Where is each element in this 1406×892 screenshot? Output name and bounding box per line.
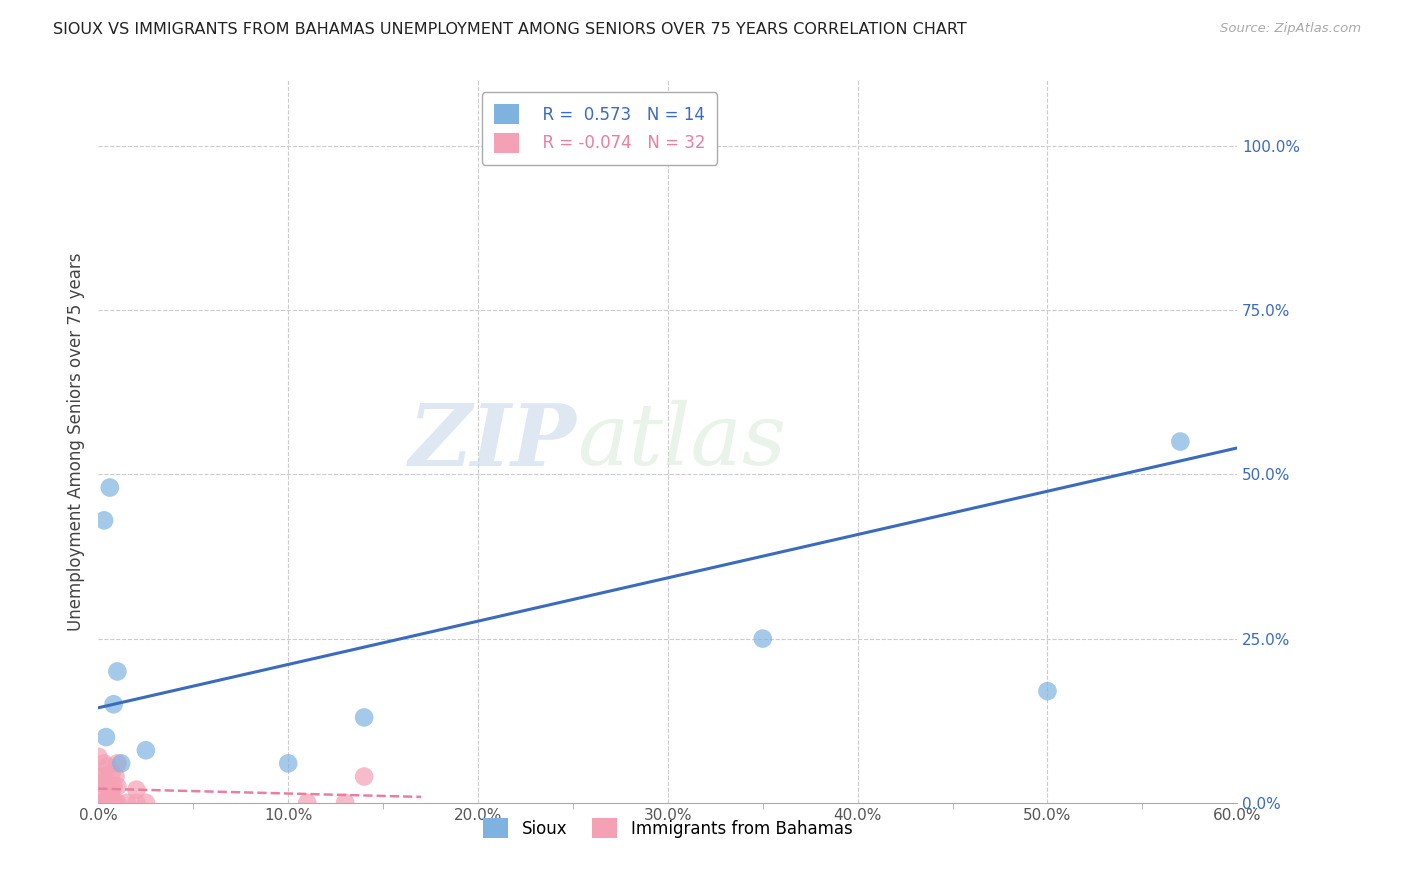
- Text: Source: ZipAtlas.com: Source: ZipAtlas.com: [1220, 22, 1361, 36]
- Point: [115, 796, 138, 810]
- Point: [94, 780, 117, 794]
- Point: [107, 796, 129, 810]
- Point: [87, 749, 110, 764]
- Point: [98, 481, 121, 495]
- Point: [277, 756, 299, 771]
- Point: [110, 756, 132, 771]
- Text: atlas: atlas: [576, 401, 786, 483]
- Point: [100, 782, 122, 797]
- Point: [107, 665, 129, 679]
- Point: [100, 766, 122, 780]
- Point: [353, 710, 375, 724]
- Point: [1170, 434, 1192, 449]
- Point: [93, 796, 115, 810]
- Point: [752, 632, 775, 646]
- Point: [89, 796, 111, 810]
- Point: [135, 796, 157, 810]
- Point: [353, 770, 375, 784]
- Point: [98, 796, 121, 810]
- Point: [93, 756, 115, 771]
- Point: [125, 796, 148, 810]
- Point: [94, 796, 117, 810]
- Point: [297, 796, 319, 810]
- Point: [104, 796, 127, 810]
- Point: [93, 513, 115, 527]
- Point: [94, 730, 117, 744]
- Point: [107, 756, 129, 771]
- Text: ZIP: ZIP: [409, 400, 576, 483]
- Point: [104, 770, 127, 784]
- Point: [135, 743, 157, 757]
- Point: [87, 782, 110, 797]
- Point: [97, 796, 120, 810]
- Y-axis label: Unemployment Among Seniors over 75 years: Unemployment Among Seniors over 75 years: [66, 252, 84, 631]
- Point: [89, 776, 111, 790]
- Point: [87, 770, 110, 784]
- Point: [125, 782, 148, 797]
- Point: [1036, 684, 1059, 698]
- Point: [97, 776, 120, 790]
- Point: [103, 698, 125, 712]
- Point: [335, 796, 357, 810]
- Point: [103, 780, 125, 794]
- Point: [107, 780, 129, 794]
- Point: [103, 796, 125, 810]
- Point: [97, 760, 120, 774]
- Legend: Sioux, Immigrants from Bahamas: Sioux, Immigrants from Bahamas: [477, 812, 859, 845]
- Point: [87, 796, 110, 810]
- Point: [91, 770, 114, 784]
- Text: SIOUX VS IMMIGRANTS FROM BAHAMAS UNEMPLOYMENT AMONG SENIORS OVER 75 YEARS CORREL: SIOUX VS IMMIGRANTS FROM BAHAMAS UNEMPLO…: [53, 22, 967, 37]
- Point: [91, 796, 114, 810]
